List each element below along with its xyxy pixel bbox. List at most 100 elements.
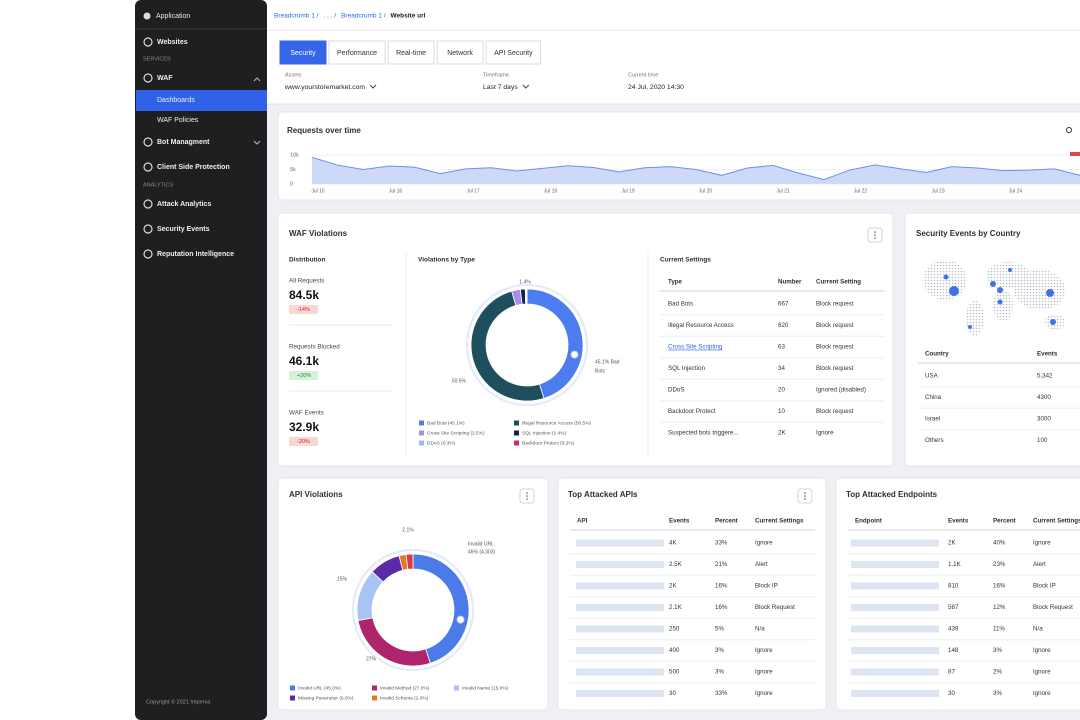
panel xyxy=(904,212,1080,467)
breadcrumb[interactable]: Breadcrumb 1 / xyxy=(341,13,386,20)
menu-dot xyxy=(874,237,876,239)
nav-item[interactable]: Security Events xyxy=(157,226,210,233)
nav-icon xyxy=(143,73,153,83)
legend-swatch xyxy=(514,430,519,436)
breadcrumb[interactable]: . . . / xyxy=(323,13,336,20)
placeholder xyxy=(576,690,664,697)
metric-change: +20% xyxy=(297,373,311,379)
placeholder xyxy=(576,539,664,547)
table-cell: 500 xyxy=(669,669,680,676)
placeholder xyxy=(851,690,939,697)
metric-value: 46.1k xyxy=(289,354,319,368)
table-cell: Ignore xyxy=(816,430,834,437)
menu-dot xyxy=(526,495,528,497)
placeholder xyxy=(851,582,939,590)
table-cell: 16% xyxy=(993,583,1006,590)
table-cell: Block request xyxy=(816,322,854,329)
y-tick-label: 0 xyxy=(290,181,293,187)
tab[interactable] xyxy=(387,40,435,65)
table-cell: 10 xyxy=(778,408,785,415)
menu-dot xyxy=(526,492,528,494)
legend-label: Invalid Name (15.0%) xyxy=(462,685,509,691)
search-icon[interactable] xyxy=(1066,127,1072,133)
app-icon xyxy=(143,12,151,20)
table-cell: Ignore xyxy=(1033,690,1051,697)
tab[interactable] xyxy=(436,40,484,65)
table-cell: 16% xyxy=(715,604,728,611)
metric-label: All Requests xyxy=(289,278,324,285)
breadcrumb[interactable]: Breadcrumb 1 / xyxy=(274,13,319,20)
table-cell: Block request xyxy=(816,408,854,415)
tab[interactable] xyxy=(485,40,542,65)
panel-title: Top Attacked APIs xyxy=(568,490,638,499)
placeholder xyxy=(851,604,939,611)
menu-dot xyxy=(874,234,876,236)
nav-item[interactable]: Client Side Protection xyxy=(157,164,230,171)
donut-knob xyxy=(456,615,465,624)
callout: 15% xyxy=(337,576,348,582)
table-cell[interactable]: Cross Site Scripting xyxy=(668,344,723,351)
legend-swatch xyxy=(454,685,459,691)
tab[interactable] xyxy=(328,40,386,65)
table-cell: 2.5K xyxy=(669,561,683,568)
tab-label[interactable]: Security xyxy=(290,50,316,57)
tab-label[interactable]: Real-time xyxy=(396,50,426,57)
nav-item[interactable]: WAF Policies xyxy=(157,117,199,124)
panel-title: WAF Violations xyxy=(289,229,348,238)
metric-badge xyxy=(289,305,318,314)
table-cell: Others xyxy=(925,437,944,444)
chevron xyxy=(369,84,377,89)
menu-dot xyxy=(804,498,806,500)
metric-change: -20% xyxy=(297,439,310,445)
table-cell: Block request xyxy=(816,365,854,372)
column-header: Events xyxy=(948,518,969,525)
nav-item[interactable]: Dashboards xyxy=(157,97,195,104)
legend-label: SQL Injection (1.4%) xyxy=(522,430,566,436)
filter-value[interactable]: www.yourstoremarket.com xyxy=(284,84,365,91)
tab[interactable] xyxy=(279,40,327,65)
table-cell: Block Request xyxy=(1033,604,1073,611)
filter-value[interactable]: Last 7 days xyxy=(483,84,518,91)
table-cell: 620 xyxy=(778,322,789,329)
nav-item[interactable]: Websites xyxy=(157,39,188,46)
nav-item[interactable]: Bot Managment xyxy=(157,139,210,146)
tab-label[interactable]: Performance xyxy=(337,50,377,57)
table-cell: USA xyxy=(925,373,939,380)
tab-label[interactable]: API Security xyxy=(494,50,533,57)
tab-label[interactable]: Network xyxy=(447,50,473,57)
table-cell: Block request xyxy=(816,301,854,308)
y-tick-label: 5k xyxy=(290,167,296,173)
table-cell: SQL Injection xyxy=(668,365,705,372)
table-cell: 3% xyxy=(993,647,1002,654)
callout: 50.5% xyxy=(452,378,467,384)
column-header: Current Settings xyxy=(755,518,804,525)
x-tick-label: Jul 15 xyxy=(311,188,325,194)
placeholder xyxy=(851,647,939,654)
table-cell: Ignore xyxy=(755,540,773,547)
map-marker xyxy=(943,274,949,280)
nav-item[interactable]: Reputation Intelligence xyxy=(157,251,234,258)
table-cell: Block request xyxy=(816,344,854,351)
placeholder xyxy=(576,561,664,568)
metric-change: -14% xyxy=(297,307,310,313)
table-cell: 40% xyxy=(993,540,1006,547)
column-header: Type xyxy=(668,279,683,286)
table-cell: Ignore xyxy=(755,647,773,654)
table-cell: Block Request xyxy=(755,604,795,611)
donut-segment xyxy=(525,288,528,305)
callout: Invalid URL xyxy=(468,541,494,547)
column-header: Current Settings xyxy=(1033,518,1080,525)
table-cell: Bad Bots xyxy=(668,301,693,308)
legend-label: Invalid Method (27.0%) xyxy=(380,685,430,691)
nav-item[interactable]: WAF xyxy=(157,75,173,82)
request-area xyxy=(312,157,1080,184)
x-tick-label: Jul 21 xyxy=(776,188,790,194)
nav-icon xyxy=(143,249,153,259)
table-cell: Illegal Resource Access xyxy=(668,322,734,329)
x-tick-label: Jul 24 xyxy=(1009,188,1023,194)
legend-swatch xyxy=(290,685,295,691)
nav-item[interactable]: Attack Analytics xyxy=(157,201,211,208)
legend-swatch xyxy=(419,420,424,426)
table-cell: 2K xyxy=(948,540,956,547)
menu-dot xyxy=(804,495,806,497)
